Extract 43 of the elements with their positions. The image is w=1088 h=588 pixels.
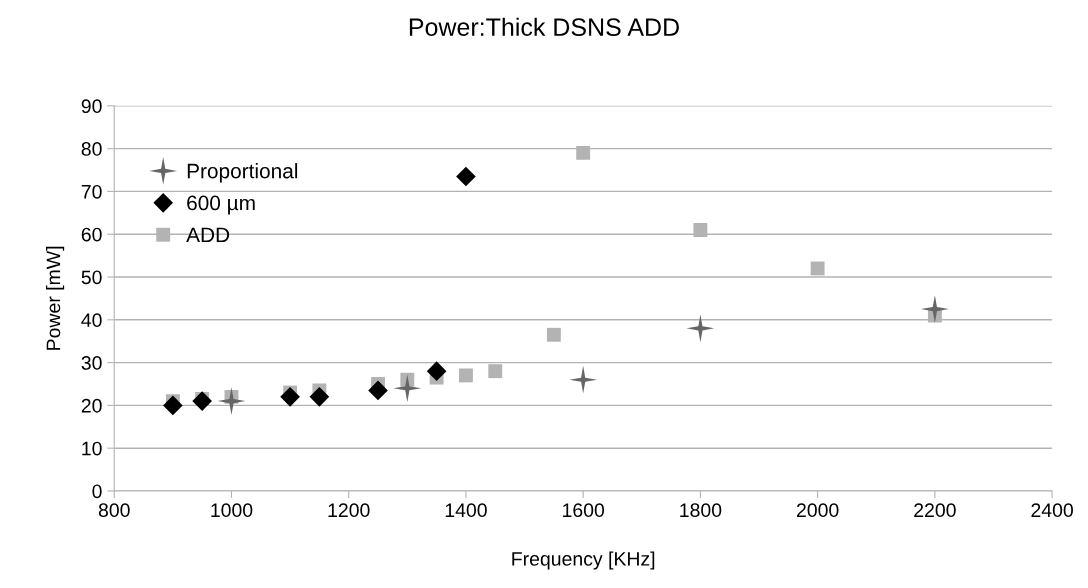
point: [280, 387, 300, 407]
x-tick-label: 1200: [328, 503, 370, 518]
x-tick-label: 1400: [445, 503, 487, 518]
x-axis-title: Frequency [KHz]: [512, 551, 655, 570]
point: [192, 391, 212, 411]
point: [217, 387, 246, 415]
legend-label: ADD: [186, 227, 230, 243]
point: [810, 261, 825, 276]
x-tick-label: 1600: [563, 503, 605, 518]
point: [426, 361, 447, 381]
y-tick-label: 0: [92, 484, 102, 499]
point: [576, 145, 591, 160]
chart-title: Power:Thick DSNS ADD: [409, 17, 679, 36]
y-tick-label: 60: [81, 227, 102, 242]
point: [686, 314, 715, 343]
point: [368, 380, 388, 401]
y-tick-label: 50: [81, 270, 102, 285]
y-axis-title: Power [mW]: [46, 246, 65, 350]
point: [163, 395, 183, 416]
y-tick-label: 90: [81, 99, 102, 114]
x-tick-label: 2000: [796, 503, 839, 518]
legend-label: Proportional: [187, 163, 298, 183]
point: [458, 368, 473, 383]
legend-label: 600 µm: [187, 195, 255, 215]
point: [393, 374, 422, 403]
y-tick-label: 80: [81, 142, 102, 156]
point: [456, 166, 476, 187]
x-tick-label: 1000: [211, 503, 253, 518]
x-tick-label: 2400: [1031, 503, 1073, 518]
point: [488, 364, 503, 379]
point: [546, 327, 561, 342]
x-tick-label: 800: [98, 503, 130, 518]
point: [309, 387, 330, 407]
x-tick-label: 2200: [914, 503, 956, 518]
point: [920, 295, 949, 323]
x-tick-label: 1800: [680, 503, 722, 518]
y-tick-label: 20: [81, 398, 102, 413]
y-tick-label: 10: [82, 441, 102, 456]
point: [693, 223, 708, 237]
y-tick-label: 40: [81, 313, 102, 328]
y-tick-label: 30: [81, 356, 102, 370]
y-tick-label: 70: [81, 184, 102, 199]
point: [569, 365, 598, 394]
